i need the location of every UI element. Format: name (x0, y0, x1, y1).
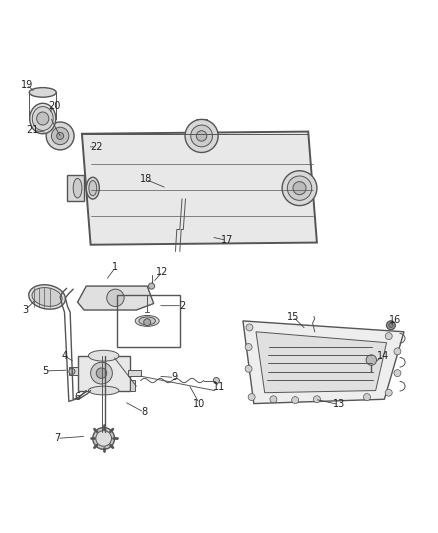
Ellipse shape (139, 317, 155, 325)
Circle shape (213, 377, 219, 384)
Text: 3: 3 (22, 305, 28, 315)
Circle shape (51, 127, 69, 144)
Circle shape (144, 319, 151, 326)
Ellipse shape (30, 103, 56, 134)
Text: 11: 11 (213, 382, 225, 392)
Polygon shape (78, 286, 154, 310)
Circle shape (385, 333, 392, 340)
Text: 16: 16 (389, 314, 401, 325)
Circle shape (191, 125, 212, 147)
Ellipse shape (89, 181, 97, 196)
Ellipse shape (86, 177, 99, 199)
Text: 20: 20 (48, 101, 61, 111)
Text: 5: 5 (42, 366, 48, 376)
Polygon shape (82, 132, 317, 245)
Circle shape (394, 370, 401, 377)
Text: 6: 6 (74, 392, 81, 402)
Circle shape (196, 131, 207, 141)
Circle shape (385, 389, 392, 396)
Ellipse shape (29, 285, 65, 309)
Bar (69, 367, 78, 375)
Text: 10: 10 (193, 399, 205, 409)
Ellipse shape (32, 107, 53, 131)
Text: 2: 2 (179, 301, 185, 311)
Text: 1: 1 (113, 262, 119, 272)
Text: 21: 21 (27, 125, 39, 135)
Circle shape (292, 397, 299, 403)
Text: 18: 18 (140, 174, 152, 184)
Circle shape (148, 283, 155, 289)
Ellipse shape (32, 288, 62, 306)
Text: 12: 12 (156, 266, 169, 277)
Text: 4: 4 (61, 351, 67, 361)
Circle shape (387, 321, 395, 329)
Circle shape (293, 182, 306, 195)
Text: 14: 14 (378, 351, 390, 361)
Circle shape (91, 362, 113, 384)
Circle shape (246, 324, 253, 331)
Ellipse shape (37, 112, 49, 125)
Ellipse shape (135, 316, 159, 326)
Circle shape (107, 289, 124, 306)
Polygon shape (78, 356, 130, 391)
Text: 13: 13 (332, 399, 345, 409)
Circle shape (96, 368, 107, 378)
Text: 22: 22 (90, 142, 102, 152)
Text: 19: 19 (21, 79, 33, 90)
Circle shape (366, 355, 377, 365)
Ellipse shape (88, 386, 119, 395)
Circle shape (248, 393, 255, 400)
Polygon shape (243, 321, 404, 403)
Text: 9: 9 (172, 373, 178, 383)
Text: 15: 15 (287, 312, 299, 321)
Circle shape (389, 323, 393, 327)
Bar (130, 379, 135, 391)
Circle shape (57, 133, 64, 140)
Circle shape (185, 119, 218, 152)
Circle shape (93, 427, 115, 449)
Text: 7: 7 (54, 433, 60, 443)
Bar (117, 295, 180, 347)
Circle shape (96, 431, 112, 446)
Text: 8: 8 (141, 407, 147, 417)
Bar (67, 175, 84, 201)
Circle shape (364, 393, 371, 400)
Text: 17: 17 (221, 236, 233, 245)
Circle shape (270, 396, 277, 403)
Circle shape (245, 365, 252, 372)
Ellipse shape (29, 87, 56, 97)
Bar (127, 370, 141, 376)
Circle shape (314, 396, 321, 403)
Circle shape (46, 122, 74, 150)
Circle shape (245, 344, 252, 351)
Polygon shape (256, 332, 387, 393)
Circle shape (394, 348, 401, 355)
Ellipse shape (73, 179, 82, 198)
Circle shape (282, 171, 317, 206)
Circle shape (69, 368, 75, 375)
Circle shape (287, 176, 312, 200)
Ellipse shape (88, 350, 119, 361)
